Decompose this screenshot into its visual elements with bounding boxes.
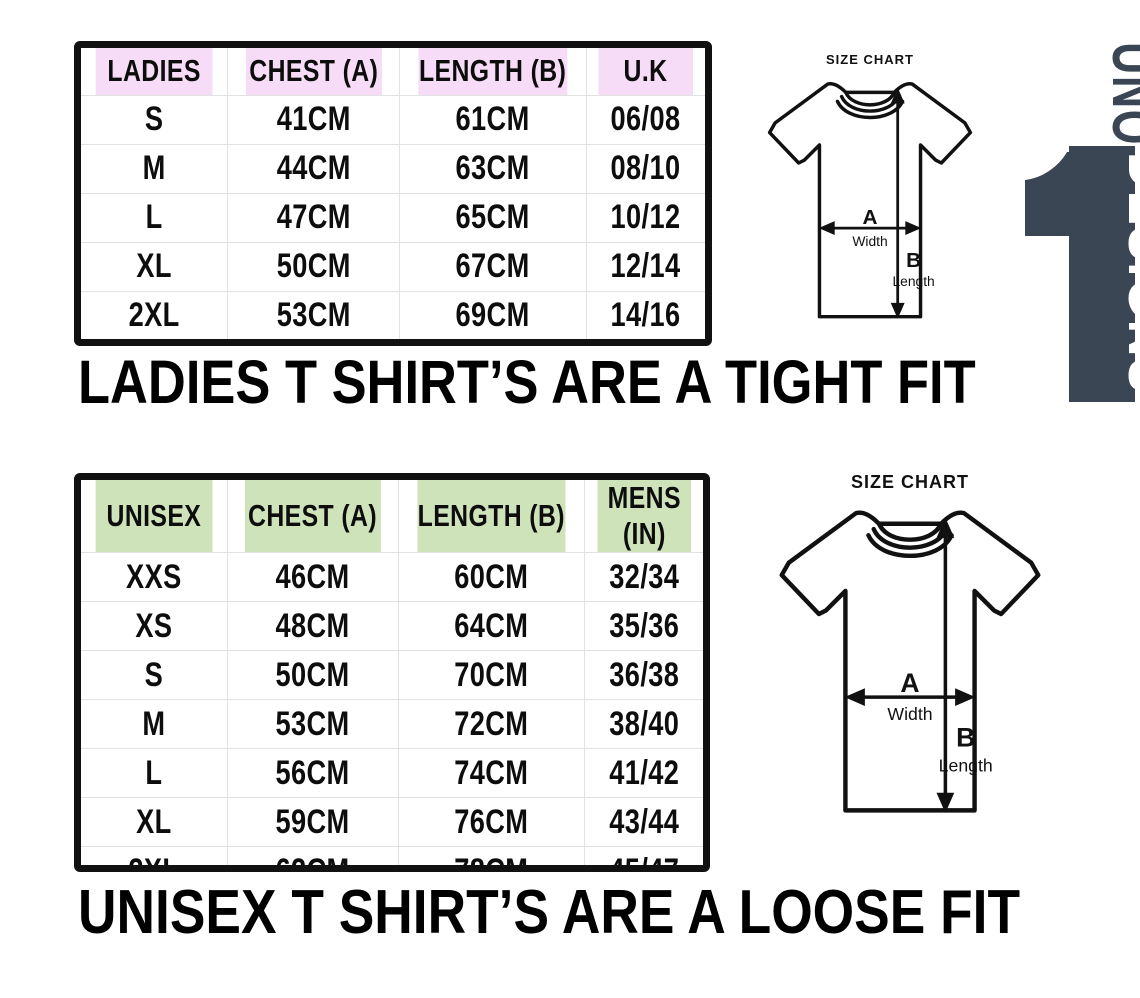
cell-chest: 41CM — [244, 95, 383, 145]
column-header-chest: CHEST (A) — [244, 48, 383, 96]
cell-chest: 56CM — [244, 748, 382, 798]
cell-length: 63CM — [417, 144, 569, 194]
table-row: L 47CM 65CM 10/12 — [81, 193, 705, 243]
cell-region: 41/42 — [596, 748, 692, 798]
ladies-fit-caption: LADIES T SHIRT’S ARE A TIGHT FIT — [78, 348, 976, 416]
cell-region: 32/34 — [596, 552, 692, 602]
logo-dark-bar — [1069, 146, 1135, 402]
brand-logo-icon: UNO DESIGNS — [1025, 42, 1140, 402]
measure-b-label: Length — [939, 755, 993, 775]
cell-length: 72CM — [416, 699, 567, 749]
ladies-size-table: LADIES CHEST (A) LENGTH (B) U.K S 41CM 6… — [74, 41, 712, 346]
cell-size: M — [95, 699, 213, 749]
shirt-diagram-title: SIZE CHART — [826, 52, 914, 67]
cell-chest: 46CM — [244, 552, 382, 602]
cell-region: 08/10 — [598, 144, 694, 194]
cell-size: L — [95, 748, 213, 798]
table-row: 2XL 62CM 78CM 45/47 — [81, 846, 703, 872]
cell-size: XL — [95, 797, 213, 847]
cell-chest: 50CM — [244, 242, 383, 292]
table-row: S 41CM 61CM 06/08 — [81, 95, 705, 145]
table-row: M 53CM 72CM 38/40 — [81, 699, 703, 749]
cell-length: 64CM — [416, 601, 567, 651]
table-row: M 44CM 63CM 08/10 — [81, 144, 705, 194]
measure-a-label: Width — [852, 233, 887, 249]
cell-chest: 47CM — [244, 193, 383, 243]
table-row: L 56CM 74CM 41/42 — [81, 748, 703, 798]
cell-length: 69CM — [417, 291, 569, 339]
logo-text-designs: DESIGNS — [1115, 152, 1140, 394]
cell-length: 61CM — [417, 95, 569, 145]
table-header-row: LADIES CHEST (A) LENGTH (B) U.K — [81, 48, 705, 96]
column-header-length: LENGTH (B) — [416, 480, 567, 553]
measure-a-letter: A — [863, 206, 878, 229]
cell-region: 45/47 — [609, 851, 680, 872]
cell-length: 76CM — [416, 797, 567, 847]
cell-chest: 53CM — [244, 291, 383, 339]
ladies-shirt-diagram: SIZE CHART A Width B Leng — [745, 52, 995, 343]
cell-size: XL — [95, 242, 214, 292]
column-header-chest: CHEST (A) — [244, 480, 382, 553]
cell-length: 65CM — [417, 193, 569, 243]
cell-length: 78CM — [416, 846, 567, 865]
column-header-region: U.K — [598, 48, 694, 96]
cell-region: 10/12 — [598, 193, 694, 243]
measure-b-letter: B — [956, 723, 975, 753]
cell-size: 2XL — [95, 291, 214, 339]
cell-chest: 44CM — [244, 144, 383, 194]
column-header-region: MENS (IN) — [596, 480, 692, 553]
measure-b-letter: B — [906, 249, 921, 272]
cell-region: 38/40 — [596, 699, 692, 749]
cell-size: XS — [95, 601, 213, 651]
measure-a-label: Width — [887, 704, 932, 724]
cell-size: M — [95, 144, 214, 194]
cell-region: 35/36 — [596, 601, 692, 651]
table-header-row: UNISEX CHEST (A) LENGTH (B) MENS (IN) — [81, 480, 703, 553]
cell-region: 12/14 — [598, 242, 694, 292]
unisex-size-table: UNISEX CHEST (A) LENGTH (B) MENS (IN) XX… — [74, 473, 710, 872]
cell-chest: 59CM — [244, 797, 382, 847]
cell-region: 43/44 — [596, 797, 692, 847]
cell-size: XXS — [95, 552, 213, 602]
measure-a-letter: A — [900, 668, 919, 698]
column-header-length: LENGTH (B) — [417, 48, 569, 96]
cell-chest: 50CM — [244, 650, 382, 700]
table-row: XL 50CM 67CM 12/14 — [81, 242, 705, 292]
tshirt-outline-icon: A Width B Length — [767, 82, 973, 319]
cell-size: 2XL — [95, 846, 213, 865]
table-row: S 50CM 70CM 36/38 — [81, 650, 703, 700]
cell-length: 60CM — [416, 552, 567, 602]
column-header-size: LADIES — [95, 48, 214, 96]
table-row: XL 59CM 76CM 43/44 — [81, 797, 703, 847]
cell-size: S — [95, 650, 213, 700]
cell-region: 14/16 — [610, 296, 681, 335]
cell-chest: 62CM — [244, 846, 382, 865]
table-row: XS 48CM 64CM 35/36 — [81, 601, 703, 651]
column-header-size: UNISEX — [95, 480, 213, 553]
cell-length: 74CM — [416, 748, 567, 798]
table-row: 2XL 53CM 69CM 14/16 — [81, 291, 705, 339]
measure-b-label: Length — [892, 273, 934, 289]
unisex-shirt-diagram: SIZE CHART A Width B Length — [745, 472, 1075, 844]
cell-chest: 48CM — [244, 601, 382, 651]
cell-region: 36/38 — [596, 650, 692, 700]
cell-length: 70CM — [416, 650, 567, 700]
cell-size: L — [95, 193, 214, 243]
logo-text-uno: UNO — [1099, 42, 1140, 146]
cell-size: S — [95, 95, 214, 145]
shirt-diagram-title: SIZE CHART — [851, 472, 969, 492]
cell-length: 67CM — [417, 242, 569, 292]
unisex-fit-caption: UNISEX T SHIRT’S ARE A LOOSE FIT — [78, 878, 1021, 947]
table-row: XXS 46CM 60CM 32/34 — [81, 552, 703, 602]
tshirt-outline-icon: A Width B Length — [779, 510, 1041, 814]
unodesigns-logo: UNO DESIGNS — [1025, 20, 1140, 402]
cell-region: 06/08 — [598, 95, 694, 145]
cell-chest: 53CM — [244, 699, 382, 749]
